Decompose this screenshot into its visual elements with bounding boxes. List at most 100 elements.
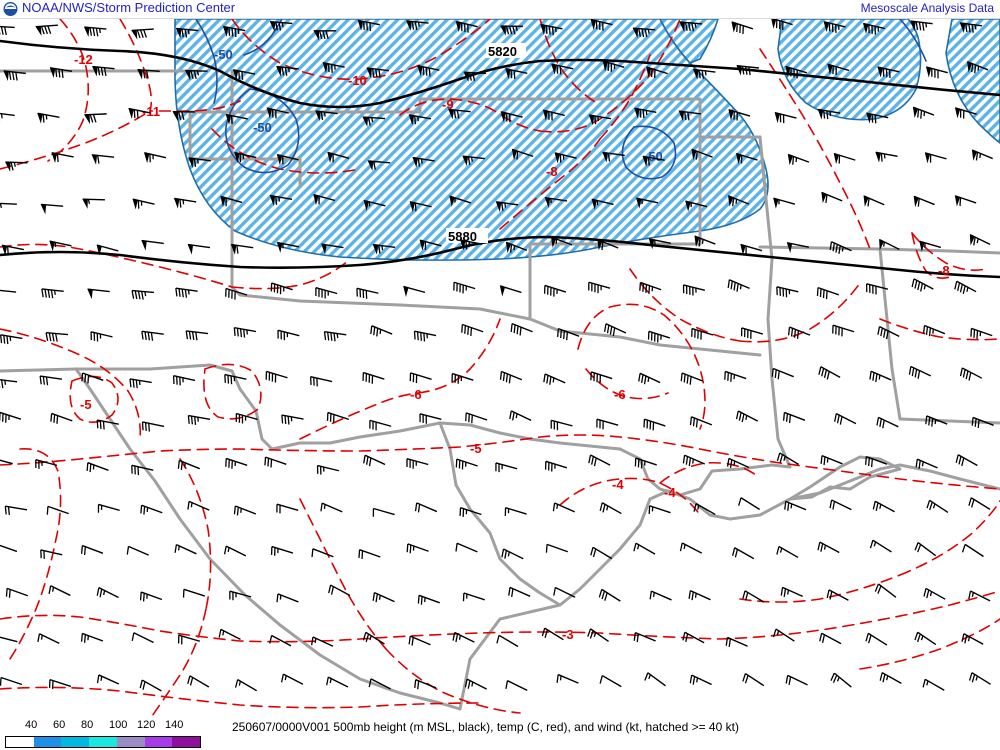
wind-barb	[925, 66, 948, 79]
wind-barb	[969, 234, 991, 246]
wind-barb	[495, 201, 519, 212]
wind-barb	[495, 462, 518, 473]
wind-barb	[509, 410, 532, 421]
wind-barb	[869, 370, 892, 383]
wind-barb	[363, 454, 386, 467]
wind-barb	[923, 587, 946, 600]
wind-barb	[269, 194, 293, 206]
wind-barb	[362, 631, 385, 645]
wind-barb	[80, 632, 104, 643]
wind-barb	[264, 456, 287, 468]
temp-label-n6a: -6	[410, 387, 422, 402]
wind-barb	[688, 589, 711, 601]
wind-barb	[588, 281, 611, 294]
wind-barb	[728, 109, 751, 121]
hatch-area-east-edge	[945, 19, 1000, 145]
wind-barb	[496, 634, 519, 648]
wind-barb	[408, 635, 431, 646]
wind-barb	[602, 60, 625, 72]
wind-barb	[647, 330, 671, 343]
wind-barb	[372, 591, 395, 603]
wind-barb	[326, 676, 349, 688]
weather-map[interactable]: 5820 5880 -50 -50 -50 -12 -11 -10 -9 -8 …	[0, 18, 1000, 719]
temp-contour-n6-mid2	[417, 318, 501, 394]
wind-barb	[356, 287, 379, 299]
wind-barb	[587, 628, 609, 643]
wind-barb	[914, 631, 937, 646]
wind-barb	[500, 111, 523, 123]
wind-barb	[0, 411, 22, 423]
wind-barb	[691, 148, 713, 161]
wind-barb	[49, 240, 72, 252]
wind-barb	[780, 586, 803, 598]
wind-barb	[175, 27, 199, 39]
wind-barb	[911, 278, 934, 292]
wind-barb	[634, 107, 657, 119]
wind-barb	[96, 244, 119, 256]
border-ks-ok	[188, 97, 622, 114]
temp-contour-fl	[859, 618, 1000, 670]
wind-barb	[919, 240, 942, 252]
wind-barb	[178, 634, 201, 645]
wind-barb	[832, 324, 855, 337]
wind-barb	[505, 241, 528, 254]
wind-barb	[315, 110, 338, 122]
temp-label-n10: -10	[348, 73, 367, 88]
wind-barb	[311, 548, 334, 558]
wind-barb	[310, 375, 333, 387]
height-label-5820: 5820	[488, 44, 517, 59]
wind-barb	[408, 114, 432, 126]
wind-barb	[45, 331, 69, 342]
wind-barb	[817, 108, 841, 120]
hatch-area-main	[174, 19, 769, 261]
wind-barb	[281, 414, 304, 425]
wind-barb	[414, 502, 438, 513]
wind-barb	[1, 244, 24, 256]
wind-barb	[187, 500, 210, 511]
wind-barb	[588, 454, 611, 467]
wind-barb	[448, 108, 471, 120]
wind-barb	[0, 289, 17, 293]
wind-barb	[81, 372, 104, 384]
wind-barb	[367, 160, 391, 171]
wind-barb	[0, 676, 23, 686]
wind-barb	[222, 25, 246, 38]
wind-barb	[362, 371, 385, 384]
wind-barb	[966, 61, 989, 74]
wind-barb	[225, 457, 248, 469]
wind-barb	[187, 675, 210, 688]
wind-barb	[689, 674, 712, 686]
temp-contour-n5-long	[0, 434, 1000, 490]
wind-barb	[276, 65, 299, 77]
wind-barb	[372, 243, 396, 255]
wind-barb	[597, 239, 619, 251]
wind-barb	[787, 153, 810, 166]
wind-barb	[689, 416, 713, 428]
temperature-contours	[0, 19, 1000, 719]
temp-contour-n12	[47, 19, 90, 162]
temp-contour-n11	[119, 19, 241, 112]
temp-contour-n8e	[911, 232, 951, 279]
wind-barb	[742, 672, 765, 687]
wind-barb	[501, 548, 524, 560]
wind-barb	[556, 673, 579, 684]
wind-barb	[276, 593, 299, 603]
wind-barb	[816, 286, 840, 300]
wind-barb	[419, 239, 442, 251]
border-tn-ga	[758, 245, 1000, 255]
wind-barb	[961, 633, 984, 645]
wind-barb	[141, 421, 165, 432]
wind-barb	[132, 198, 155, 210]
wind-barb	[235, 412, 258, 424]
wind-barb	[679, 542, 703, 554]
wind-barb	[648, 238, 672, 250]
temp-contour-ga-n	[879, 318, 1000, 341]
temp-contour-n8d	[911, 232, 987, 271]
wind-barb	[590, 371, 613, 384]
colorbar-tick-80: 80	[81, 719, 94, 731]
colorbar-swatch-4	[116, 737, 145, 747]
height-labels: 5820 5880	[446, 43, 526, 244]
wind-barb	[638, 372, 661, 385]
wind-barb	[48, 678, 72, 689]
temp-label-n6b: -6	[614, 387, 626, 402]
